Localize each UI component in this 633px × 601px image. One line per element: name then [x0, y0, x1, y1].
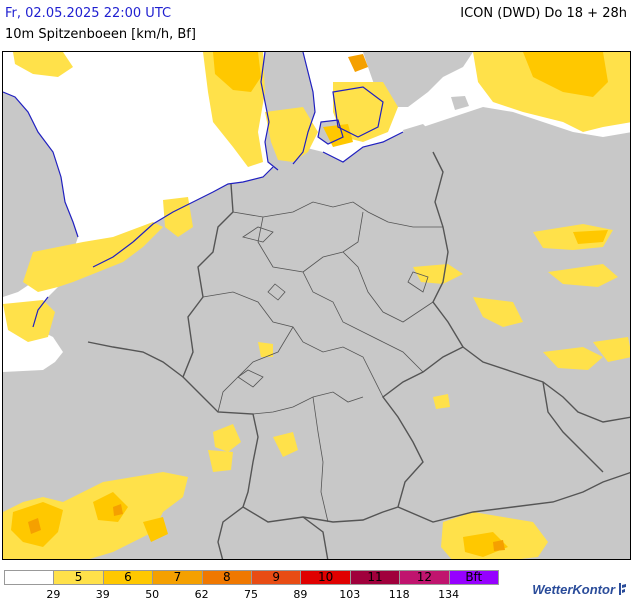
wind-logo-icon	[619, 583, 626, 595]
gust-areas-bft7	[28, 54, 505, 551]
brand-logo: WetterKontor	[532, 582, 627, 597]
legend-swatch	[4, 570, 55, 585]
map-title: Fr, 02.05.2025 22:00 UTC	[5, 6, 172, 21]
gust-areas-bft6	[11, 52, 608, 557]
brand-name: WetterKontor	[532, 582, 615, 597]
legend-tick-label: 134	[438, 588, 460, 601]
map-parameter: 10m Spitzenboeen [km/h, Bf]	[5, 27, 196, 42]
legend-tick-label: 75	[244, 588, 258, 601]
coastlines	[3, 52, 404, 328]
legend-swatch: Bft	[448, 570, 499, 585]
land-britain	[3, 92, 78, 297]
land-ruegen	[403, 124, 433, 144]
legend-tick-label: 50	[145, 588, 160, 601]
legend-swatch: 11	[349, 570, 401, 585]
legend-tick-label: 39	[95, 588, 110, 601]
legend-tick-label: 89	[293, 588, 308, 601]
model-run: ICON (DWD) Do 18 + 28h	[460, 6, 627, 21]
gust-legend: 5 6 7 8 9 10 11 12 Bft 29 39 50 62 75 89 103 118 134	[4, 570, 499, 601]
legend-swatch: 6	[102, 570, 154, 585]
legend-tick-label: 29	[46, 588, 61, 601]
legend-swatch: 10	[300, 570, 351, 585]
legend-swatch: 7	[152, 570, 203, 585]
legend-swatch: 9	[251, 570, 302, 585]
land-sweden	[363, 52, 473, 107]
legend-tick-label: 62	[194, 588, 209, 601]
legend-tick-label: 103	[339, 588, 361, 601]
legend-swatch: 12	[399, 570, 450, 585]
legend-tick-label: 118	[388, 588, 410, 601]
wind-gust-map	[2, 51, 631, 560]
country-borders	[87, 151, 630, 559]
land-bornholm	[451, 96, 469, 110]
state-borders	[202, 201, 443, 523]
legend-swatch: 8	[201, 570, 252, 585]
legend-swatch: 5	[53, 570, 104, 585]
